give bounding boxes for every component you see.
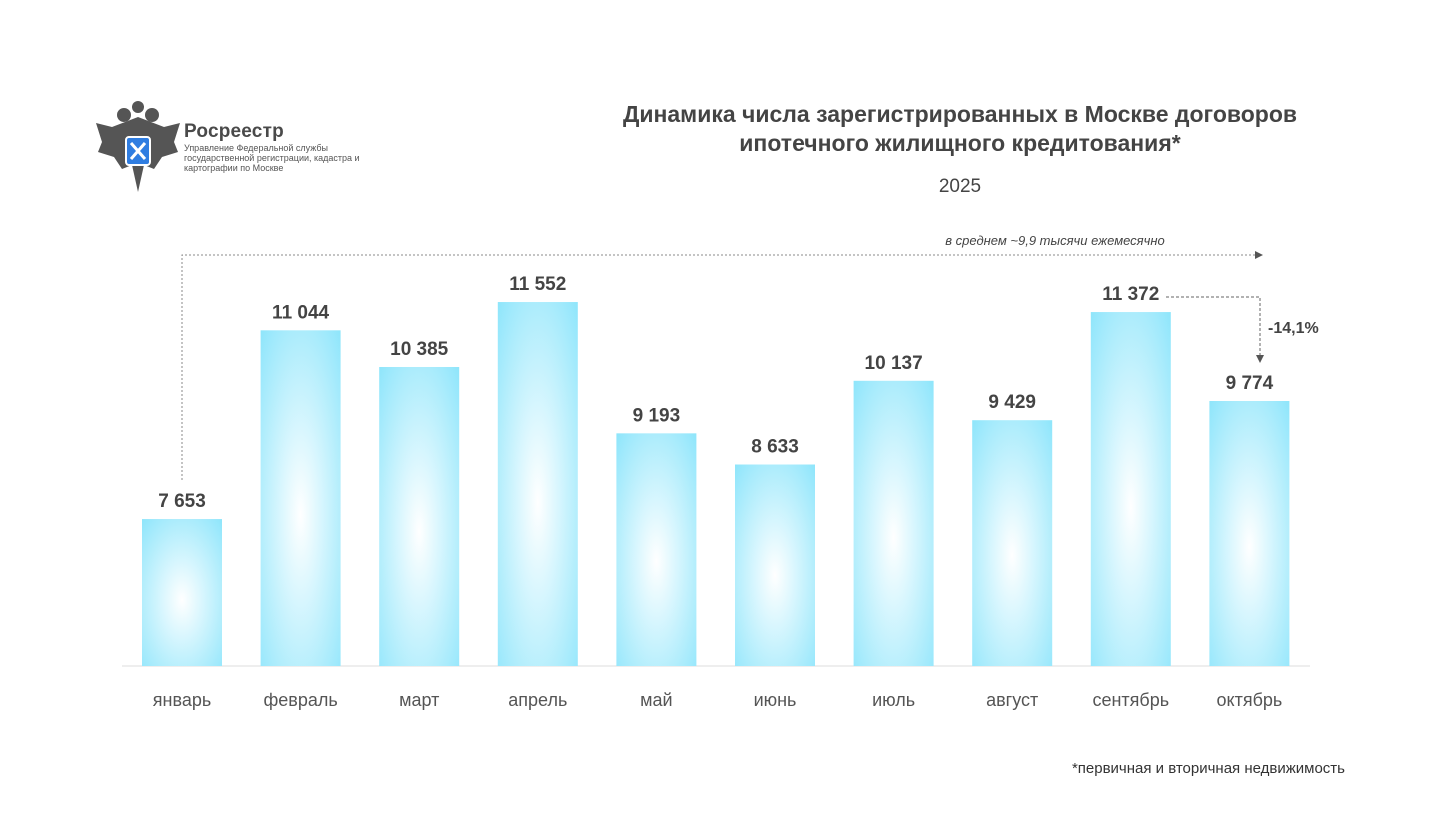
data-label: 11 372	[1102, 284, 1159, 305]
bar-3	[497, 302, 578, 666]
x-tick-label: январь	[153, 690, 211, 710]
x-tick-label: сентябрь	[1092, 690, 1169, 710]
bar-0	[142, 519, 222, 666]
average-arrow	[181, 251, 1263, 480]
x-tick-label: октябрь	[1217, 690, 1283, 710]
data-label: 7 653	[158, 491, 206, 512]
logo-name: Росреестр	[184, 121, 284, 142]
chart-title: Динамика числа зарегистрированных в Моск…	[622, 101, 1298, 156]
chart-subtitle: 2025	[938, 176, 982, 197]
bar-9	[1209, 401, 1290, 666]
x-tick-label: февраль	[263, 690, 337, 710]
change-annotation: -14,1%	[1268, 320, 1319, 337]
data-label: 9 193	[633, 405, 681, 426]
x-tick-label: август	[986, 690, 1038, 710]
bar-5	[735, 464, 815, 666]
bar-6	[853, 380, 934, 666]
logo-subtitle: Управление Федеральной службы государств…	[184, 143, 360, 173]
x-tick-label: май	[640, 690, 672, 710]
average-annotation: в среднем ~9,9 тысячи ежемесячно	[945, 233, 1165, 248]
data-label: 8 633	[751, 437, 799, 458]
data-label: 11 552	[509, 274, 566, 295]
bar-7	[972, 420, 1053, 666]
x-tick-label: март	[399, 690, 439, 710]
data-label: 9 429	[988, 392, 1036, 413]
bar-2	[379, 366, 460, 666]
bar-4	[616, 433, 697, 666]
data-label: 10 137	[865, 353, 923, 374]
bar-8	[1090, 312, 1171, 666]
x-tick-label: апрель	[508, 690, 567, 710]
eagle-emblem-icon	[96, 101, 180, 192]
data-label: 11 044	[272, 302, 329, 323]
x-tick-label: июнь	[754, 690, 797, 710]
footnote: *первичная и вторичная недвижимость	[1071, 760, 1345, 777]
data-label: 10 385	[390, 339, 449, 360]
x-tick-label: июль	[872, 690, 915, 710]
change-arrow	[1166, 296, 1264, 363]
rosreestr-logo: Росреестр Управление Федеральной службы …	[92, 97, 374, 197]
data-label: 9 774	[1226, 373, 1274, 394]
bar-1	[260, 330, 341, 666]
